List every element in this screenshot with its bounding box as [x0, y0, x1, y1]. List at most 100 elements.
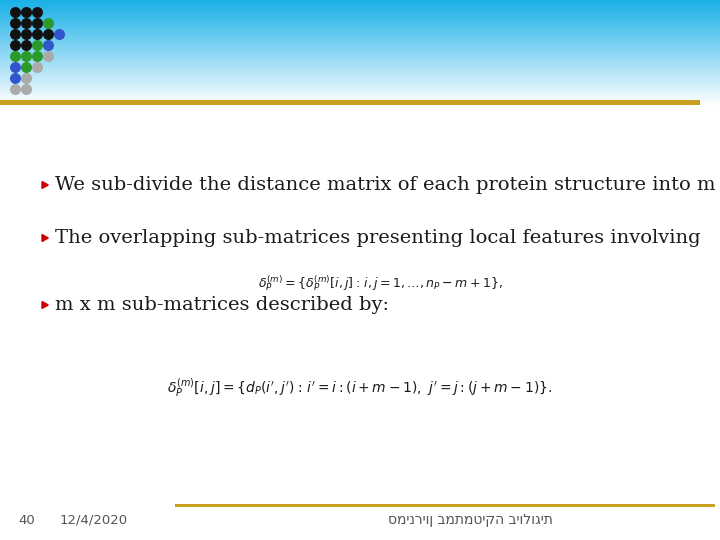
Bar [0, 78, 720, 79]
Bar [0, 89, 720, 90]
Bar [0, 29, 720, 30]
Bar [0, 92, 720, 93]
Bar [0, 77, 720, 78]
Bar [0, 60, 720, 61]
Bar [0, 0, 720, 1]
Bar [0, 67, 720, 68]
Circle shape [43, 18, 54, 29]
Bar [0, 104, 720, 105]
Bar [0, 5, 720, 6]
Bar [0, 66, 720, 67]
Bar [0, 47, 720, 48]
Text: סמינריון במתמטיקה ביולוגית: סמינריון במתמטיקה ביולוגית [387, 513, 552, 527]
Circle shape [43, 51, 54, 62]
Bar [0, 55, 720, 56]
Bar [0, 68, 720, 69]
Circle shape [32, 62, 43, 73]
Circle shape [21, 84, 32, 95]
Bar [0, 84, 720, 85]
Bar [0, 9, 720, 10]
Bar [0, 44, 720, 45]
Bar [0, 58, 720, 59]
Bar [0, 13, 720, 14]
Circle shape [10, 18, 21, 29]
Bar [0, 48, 720, 49]
Bar [0, 43, 720, 44]
Circle shape [10, 62, 21, 73]
Bar [0, 101, 720, 102]
Bar [0, 102, 720, 103]
Bar [0, 86, 720, 87]
Bar [0, 33, 720, 34]
Bar [0, 11, 720, 12]
Bar [0, 50, 720, 51]
Bar [175, 504, 715, 507]
Bar [0, 81, 720, 82]
Bar [0, 97, 720, 98]
Bar [0, 30, 720, 31]
Bar [0, 19, 720, 20]
Bar [0, 38, 720, 39]
Bar [0, 72, 720, 73]
Bar [0, 75, 720, 76]
Bar [0, 94, 720, 95]
Polygon shape [42, 301, 48, 308]
Bar [0, 63, 720, 64]
Circle shape [43, 29, 54, 40]
Circle shape [10, 40, 21, 51]
Bar [0, 73, 720, 74]
Bar [0, 79, 720, 80]
Circle shape [43, 40, 54, 51]
Circle shape [10, 51, 21, 62]
Bar [0, 21, 720, 22]
Bar [0, 61, 720, 62]
Bar [0, 76, 720, 77]
Bar [0, 37, 720, 38]
Bar [0, 69, 720, 70]
Bar [0, 20, 720, 21]
Bar [0, 91, 720, 92]
Bar [0, 70, 720, 71]
Bar [0, 98, 720, 99]
Text: 12/4/2020: 12/4/2020 [60, 514, 128, 526]
Text: The overlapping sub-matrices presenting local features involving: The overlapping sub-matrices presenting … [55, 229, 701, 247]
Bar [0, 71, 720, 72]
Bar [0, 103, 720, 104]
Bar [0, 35, 720, 36]
Bar [0, 36, 720, 37]
Bar [0, 88, 720, 89]
Bar [0, 40, 720, 41]
Bar [0, 28, 720, 29]
Bar [0, 96, 720, 97]
Text: $\delta_P^{(m)}[i,j] = \{d_P(i', j'){:}\, i' = i{:}(i+m-1),\ j' = j{:}(j+m-1)\}.: $\delta_P^{(m)}[i,j] = \{d_P(i', j'){:}\… [168, 377, 552, 399]
Bar [0, 27, 720, 28]
Circle shape [32, 29, 43, 40]
Bar [0, 12, 720, 13]
Bar [0, 4, 720, 5]
Text: m x m sub-matrices described by:: m x m sub-matrices described by: [55, 296, 389, 314]
Bar [0, 39, 720, 40]
Bar [0, 34, 720, 35]
Bar [0, 95, 720, 96]
Bar [0, 52, 720, 53]
Bar [0, 1, 720, 2]
Circle shape [21, 7, 32, 18]
Circle shape [32, 7, 43, 18]
Circle shape [32, 51, 43, 62]
Bar [0, 90, 720, 91]
Bar [0, 41, 720, 42]
Bar [0, 32, 720, 33]
Polygon shape [42, 234, 48, 241]
Bar [0, 56, 720, 57]
Bar [0, 100, 700, 105]
Bar [0, 42, 720, 43]
Bar [0, 64, 720, 65]
Bar [0, 31, 720, 32]
Circle shape [21, 40, 32, 51]
Bar [0, 18, 720, 19]
Bar [0, 83, 720, 84]
Circle shape [21, 29, 32, 40]
Circle shape [10, 84, 21, 95]
Bar [0, 74, 720, 75]
Bar [0, 53, 720, 54]
